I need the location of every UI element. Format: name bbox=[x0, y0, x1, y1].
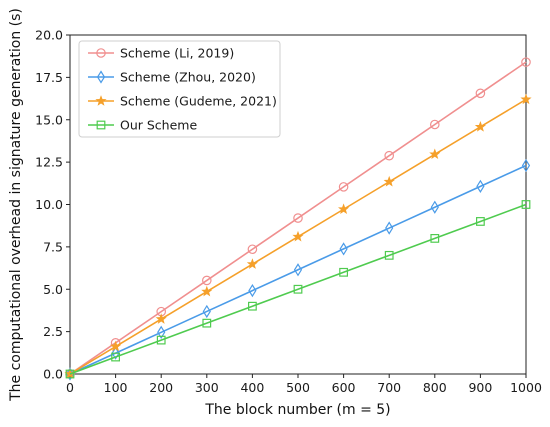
y-tick-label: 5.0 bbox=[43, 282, 63, 297]
data-point bbox=[246, 258, 258, 269]
data-point bbox=[293, 213, 303, 223]
data-point bbox=[338, 203, 350, 214]
data-point bbox=[338, 182, 349, 192]
x-tick-label: 200 bbox=[149, 380, 173, 395]
legend-marker bbox=[96, 120, 106, 130]
legend-label: Scheme (Zhou, 2020) bbox=[120, 70, 256, 85]
y-tick-label: 2.5 bbox=[43, 324, 63, 339]
data-point bbox=[201, 285, 213, 297]
data-point bbox=[110, 340, 122, 352]
data-point bbox=[248, 283, 257, 298]
x-tick-label: 700 bbox=[377, 380, 401, 395]
x-tick-label: 600 bbox=[332, 380, 356, 395]
data-point bbox=[475, 88, 486, 99]
y-axis-title: The computational overhead in signature … bbox=[8, 8, 24, 402]
data-point bbox=[521, 158, 531, 173]
x-tick-label: 400 bbox=[240, 380, 264, 395]
data-point bbox=[292, 230, 304, 242]
x-tick-label: 300 bbox=[195, 380, 219, 395]
y-tick-label: 0.0 bbox=[43, 367, 63, 382]
data-point bbox=[156, 335, 166, 345]
legend-marker bbox=[96, 70, 106, 84]
x-tick-label: 900 bbox=[468, 380, 492, 395]
legend-label: Our Scheme bbox=[120, 118, 197, 133]
data-point bbox=[430, 234, 440, 243]
data-point bbox=[474, 121, 486, 132]
x-tick-label: 1000 bbox=[510, 380, 542, 395]
y-tick-label: 12.5 bbox=[35, 155, 63, 170]
y-tick-label: 15.0 bbox=[35, 112, 63, 127]
series-line bbox=[69, 203, 527, 375]
data-point bbox=[521, 57, 531, 67]
data-point bbox=[293, 263, 303, 277]
x-tick-label: 800 bbox=[423, 380, 447, 395]
x-axis-title: The block number (m = 5) bbox=[204, 402, 390, 418]
data-point bbox=[384, 250, 394, 260]
legend-label: Scheme (Li, 2019) bbox=[120, 46, 234, 61]
data-point bbox=[248, 301, 257, 311]
legend-marker bbox=[95, 95, 107, 106]
data-point bbox=[476, 179, 485, 194]
data-point bbox=[202, 275, 212, 286]
y-tick-label: 17.5 bbox=[35, 70, 63, 85]
y-tick-label: 10.0 bbox=[35, 197, 63, 212]
legend-label: Scheme (Gudeme, 2021) bbox=[120, 94, 277, 109]
data-point bbox=[293, 284, 303, 294]
data-point bbox=[520, 93, 532, 105]
data-point bbox=[339, 242, 348, 256]
legend-box bbox=[78, 40, 281, 138]
data-point bbox=[155, 313, 167, 324]
data-point bbox=[111, 346, 120, 360]
data-point bbox=[157, 325, 166, 339]
series-line bbox=[69, 61, 527, 375]
data-point bbox=[521, 200, 531, 209]
data-point bbox=[430, 200, 439, 214]
data-point bbox=[429, 119, 440, 130]
data-point bbox=[111, 352, 121, 362]
series-line bbox=[69, 164, 527, 375]
data-point bbox=[383, 175, 395, 187]
y-tick-label: 7.5 bbox=[43, 239, 63, 254]
plot-area: 0 100 200 300 400 500 600 700 800 900 1000 0.0 2.5 5.… bbox=[35, 28, 542, 396]
x-tick-label: 500 bbox=[286, 380, 310, 395]
y-tick-label: 20.0 bbox=[35, 28, 63, 43]
data-point bbox=[65, 369, 75, 379]
data-point bbox=[202, 304, 211, 319]
legend: Scheme (Li, 2019) Scheme (Zhou, 2020) Sche… bbox=[78, 40, 281, 138]
data-point bbox=[429, 148, 441, 160]
data-point bbox=[384, 150, 394, 161]
data-point bbox=[339, 267, 348, 277]
data-point bbox=[476, 217, 485, 226]
x-tick-label: 100 bbox=[104, 380, 128, 395]
data-point bbox=[202, 318, 212, 328]
data-point bbox=[385, 221, 394, 235]
legend-marker bbox=[96, 48, 106, 58]
data-point bbox=[247, 244, 258, 255]
x-tick-label: 0 bbox=[66, 380, 74, 395]
